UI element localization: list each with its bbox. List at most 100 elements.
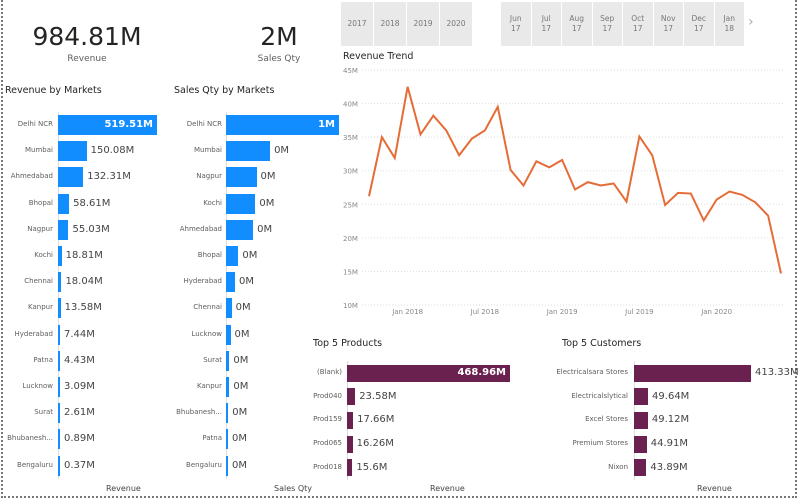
- category-label: Lucknow: [191, 329, 222, 338]
- bar[interactable]: [58, 324, 60, 345]
- category-label: Bhubanesh...: [7, 434, 53, 443]
- category-label: Lucknow: [22, 382, 53, 390]
- bar[interactable]: [226, 219, 254, 240]
- category-label: Bhopal: [197, 251, 222, 259]
- data-label: 0.89M: [64, 433, 95, 445]
- data-label: 0M: [260, 171, 276, 183]
- bar[interactable]: [58, 246, 62, 266]
- bar[interactable]: [58, 219, 69, 240]
- bar[interactable]: [58, 272, 62, 293]
- month-slicer-button[interactable]: Jun 17: [501, 2, 531, 46]
- data-label: 468.96M: [457, 367, 506, 378]
- top-customers-title: Top 5 Customers: [562, 338, 642, 349]
- bar[interactable]: [226, 429, 228, 450]
- bar[interactable]: [226, 141, 271, 162]
- month-slicer-button[interactable]: Nov 17: [653, 2, 683, 46]
- bar[interactable]: [347, 411, 354, 429]
- year-slicer-button[interactable]: 2017: [341, 2, 373, 46]
- data-label: 49.12M: [651, 414, 690, 426]
- category-label: Mumbai: [194, 146, 222, 155]
- category-label: Nagpur: [27, 224, 53, 233]
- bar[interactable]: [226, 167, 257, 188]
- category-label: Hyderabad: [14, 329, 54, 338]
- category-label: Electricalslytical: [571, 391, 628, 400]
- sales-qty-by-markets-title: Sales Qty by Markets: [174, 85, 275, 96]
- bar[interactable]: [226, 377, 230, 397]
- bar[interactable]: [58, 350, 60, 371]
- category-label: Bengaluru: [186, 460, 222, 469]
- sales-qty-axis-title: Sales Qty: [274, 484, 313, 493]
- month-slicer-button[interactable]: Sep 17: [592, 2, 622, 46]
- x-tick-label: Jan 2020: [700, 308, 732, 316]
- bar[interactable]: [634, 364, 751, 382]
- bar[interactable]: [58, 429, 60, 450]
- year-slicer-button[interactable]: 2018: [374, 2, 406, 46]
- category-label: Delhi NCR: [17, 120, 53, 128]
- month-slicer-button[interactable]: Oct 17: [623, 2, 653, 46]
- bar[interactable]: [58, 455, 60, 476]
- bar[interactable]: [58, 377, 60, 397]
- x-tick-label: Jul 2019: [624, 308, 654, 316]
- revenue-trend-chart: 10M 15M 20M 25M 30M 35M 40M 45M Jan 2018 Jul 2018…: [343, 67, 785, 316]
- bar[interactable]: [634, 459, 647, 477]
- month-slicer-button[interactable]: Aug 17: [562, 2, 592, 46]
- category-label: Hyderabad: [183, 277, 223, 286]
- category-label: Surat: [203, 355, 222, 364]
- month-slicer-button[interactable]: Dec 17: [684, 2, 714, 46]
- bar[interactable]: [226, 324, 231, 345]
- chevron-right-icon[interactable]: ›: [748, 14, 754, 30]
- year-slicer-button[interactable]: 2019: [407, 2, 439, 46]
- month-slicer-button[interactable]: Jul 17: [531, 2, 561, 46]
- y-tick-label: 25M: [343, 201, 358, 209]
- bar[interactable]: [634, 411, 648, 429]
- category-label: Chennai: [193, 303, 222, 312]
- x-tick-label: Jul 2018: [470, 308, 500, 316]
- sales-qty-card-value: 2M: [260, 22, 298, 51]
- category-label: Excel Stores: [585, 415, 628, 424]
- bar[interactable]: [226, 115, 339, 135]
- category-label: Electricalsara Stores: [556, 368, 628, 376]
- bar[interactable]: [347, 435, 353, 453]
- bar[interactable]: [58, 403, 60, 424]
- data-label: 2.61M: [64, 407, 95, 419]
- data-label: 15.6M: [356, 461, 388, 473]
- bar[interactable]: [226, 298, 232, 319]
- data-label: 49.64M: [652, 390, 690, 402]
- data-label: 0M: [274, 145, 290, 157]
- data-label: 18.04M: [65, 276, 103, 288]
- data-label: 4.43M: [64, 354, 95, 366]
- month-slicer-button[interactable]: Jan 18: [714, 2, 744, 46]
- y-tick-label: 45M: [343, 67, 358, 75]
- y-tick-label: 10M: [343, 302, 358, 310]
- bar[interactable]: [347, 459, 353, 477]
- category-label: Nixon: [608, 462, 628, 471]
- bar[interactable]: [634, 388, 649, 406]
- category-label: Patna: [202, 434, 222, 443]
- bar[interactable]: [226, 403, 229, 424]
- bar[interactable]: [58, 115, 157, 135]
- top-products-title: Top 5 Products: [313, 338, 383, 349]
- bar[interactable]: [226, 193, 256, 214]
- bar[interactable]: [58, 141, 87, 162]
- data-label: 413.33M: [755, 367, 799, 378]
- data-label: 3.09M: [64, 381, 95, 392]
- revenue-by-markets-title: Revenue by Markets: [5, 85, 102, 96]
- category-label: Kochi: [34, 251, 53, 259]
- bar[interactable]: [58, 167, 84, 188]
- bar[interactable]: [58, 193, 70, 214]
- bar[interactable]: [58, 298, 61, 319]
- bar[interactable]: [226, 350, 230, 371]
- bar[interactable]: [226, 246, 239, 266]
- revenue-trend-line: [368, 86, 782, 274]
- y-tick-label: 35M: [343, 134, 358, 142]
- bar[interactable]: [347, 364, 510, 382]
- bar[interactable]: [226, 455, 228, 476]
- bar[interactable]: [226, 272, 236, 293]
- bar[interactable]: [634, 435, 647, 453]
- year-slicer-button[interactable]: 2020: [440, 2, 472, 46]
- data-label: 13.58M: [64, 302, 102, 314]
- data-label: 0M: [242, 250, 258, 261]
- axis-line: [58, 111, 59, 479]
- bar[interactable]: [347, 388, 356, 406]
- revenue-card-value: 984.81M: [32, 22, 142, 51]
